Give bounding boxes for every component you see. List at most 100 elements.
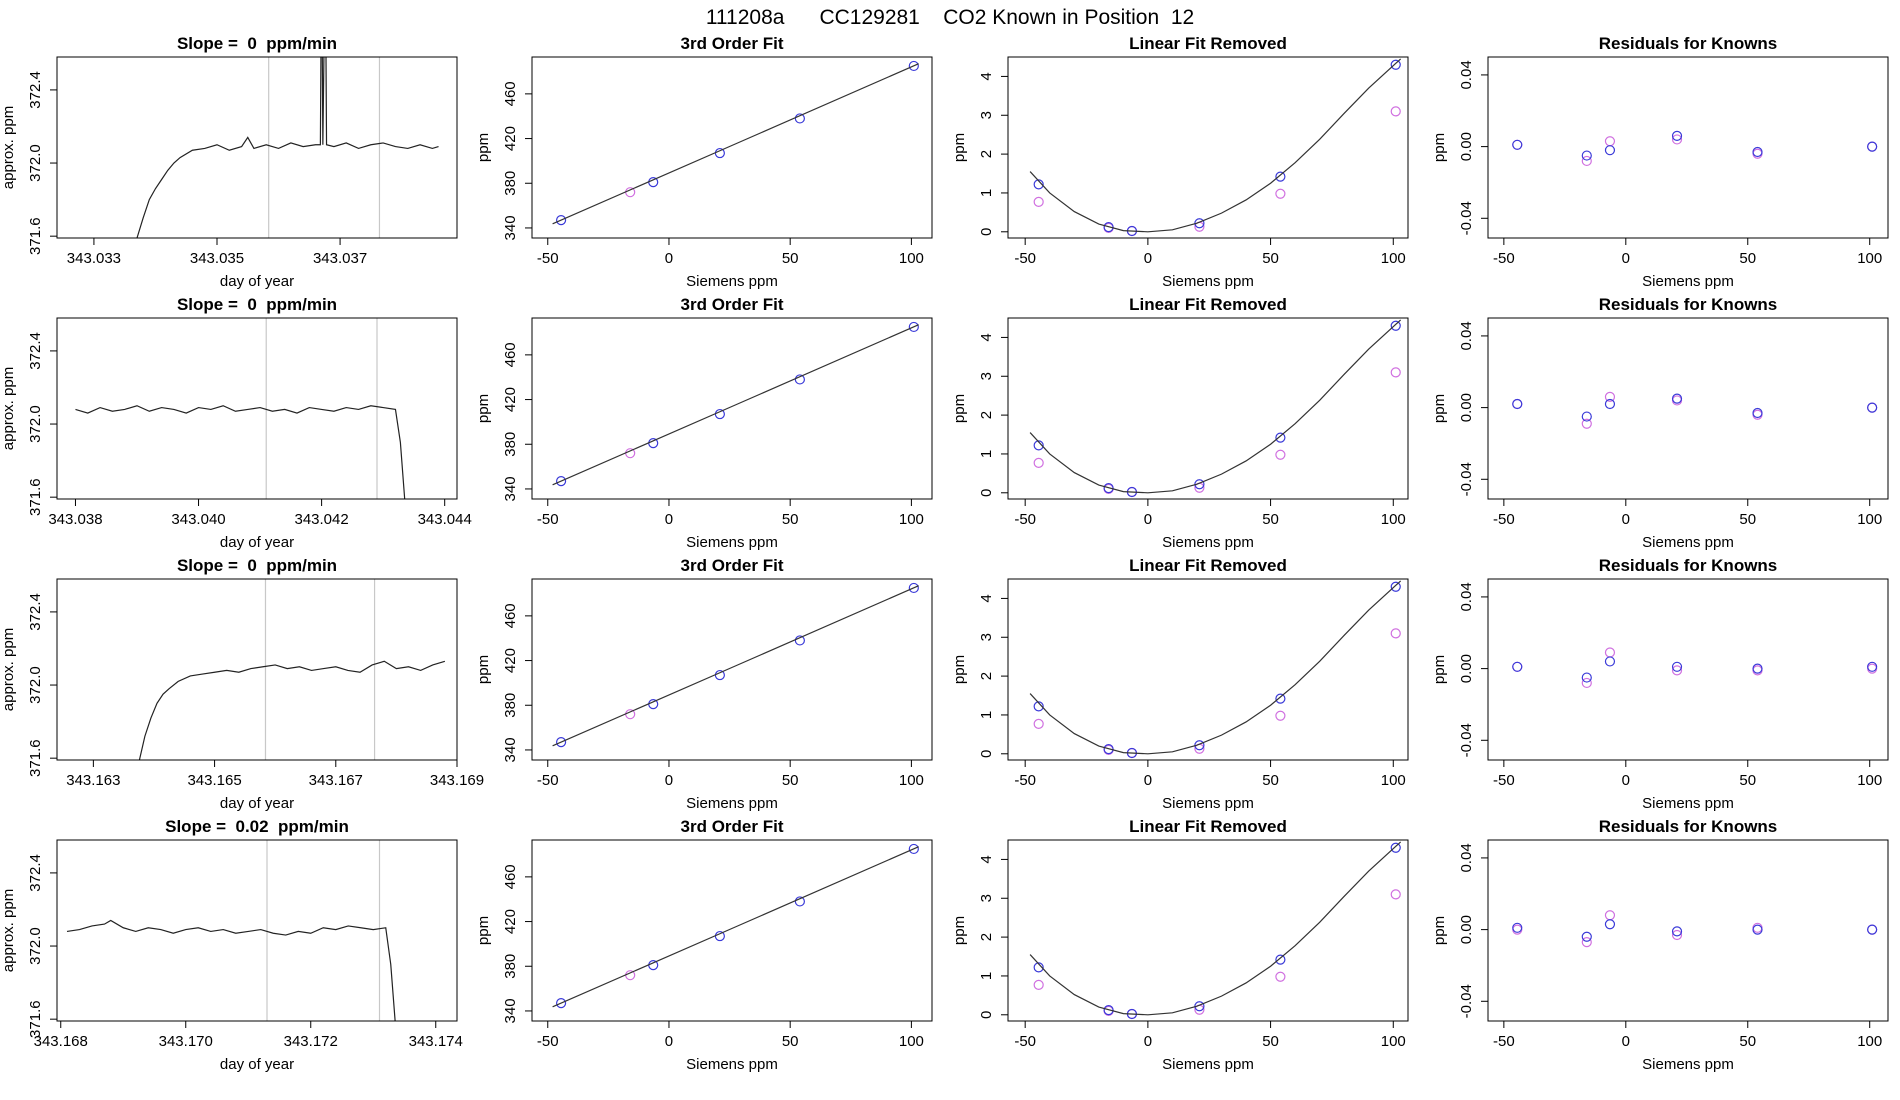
y-tick-label: 340 <box>502 476 519 501</box>
y-axis-label: ppm <box>951 133 968 162</box>
data-point <box>1275 710 1286 721</box>
data-point <box>1103 1005 1114 1016</box>
plot-frame <box>1007 578 1409 761</box>
x-tick-label: -50 <box>537 250 559 267</box>
y-tick-label: 372.0 <box>27 405 44 443</box>
x-tick-label: 100 <box>899 511 924 528</box>
y-tick-label: 460 <box>502 603 519 628</box>
plot-area <box>138 579 446 760</box>
plot-area <box>1029 841 1402 1020</box>
y-tick-label: 1 <box>978 450 995 458</box>
y-tick-label: 2 <box>978 411 995 419</box>
data-point <box>1867 402 1878 413</box>
x-axis-label: Siemens ppm <box>686 795 778 812</box>
y-tick-label: 0.04 <box>1458 582 1475 611</box>
plot-frame <box>1007 56 1409 239</box>
plot-frame <box>1007 317 1409 500</box>
y-tick-label: 0.00 <box>1458 915 1475 944</box>
data-point <box>1033 457 1044 468</box>
x-axis-label: Siemens ppm <box>686 1056 778 1073</box>
panel-title: Residuals for Knowns <box>1599 817 1778 836</box>
x-axis-label: Siemens ppm <box>1642 534 1734 551</box>
panel-title: Residuals for Knowns <box>1599 556 1778 575</box>
data-point <box>1390 320 1401 331</box>
y-tick-label: 4 <box>978 594 995 602</box>
data-point <box>1581 677 1592 689</box>
data-point <box>1275 432 1286 443</box>
y-tick-label: 2 <box>978 150 995 158</box>
data-point <box>555 737 567 748</box>
data-point <box>1033 701 1044 712</box>
x-tick-label: -50 <box>1014 772 1036 789</box>
plot-area <box>552 321 919 487</box>
panel: 3rd Order Fit Siemens ppm ppm -50 0 50 100 340 3… <box>475 295 933 551</box>
x-tick-label: 343.174 <box>409 1033 463 1050</box>
y-tick-label: 372.4 <box>27 332 44 370</box>
data-point <box>1033 979 1044 990</box>
data-point <box>1752 663 1763 674</box>
data-point <box>1604 656 1616 667</box>
x-tick-label: 343.040 <box>171 511 225 528</box>
y-tick-label: 372.4 <box>27 71 44 109</box>
plot-area <box>1029 580 1402 759</box>
y-tick-label: 3 <box>978 111 995 119</box>
y-axis-label: ppm <box>1431 916 1448 945</box>
panel-title: Slope = 0.02 ppm/min <box>165 817 349 836</box>
x-tick-label: 50 <box>782 250 799 267</box>
x-axis-label: Siemens ppm <box>1162 795 1254 812</box>
data-point <box>1390 889 1401 900</box>
data-point <box>1581 155 1592 167</box>
fit-line <box>1029 841 1402 1016</box>
data-point <box>1103 483 1114 494</box>
panel-title: Linear Fit Removed <box>1129 556 1287 575</box>
data-point <box>1671 393 1683 404</box>
data-point <box>1390 367 1401 378</box>
data-point <box>908 60 919 72</box>
x-tick-label: -50 <box>537 772 559 789</box>
plot-frame <box>56 578 458 761</box>
panel: Residuals for Knowns Siemens ppm ppm -50 0 50… <box>1431 295 1889 551</box>
y-tick-label: 0.04 <box>1458 843 1475 872</box>
x-axis-label: Siemens ppm <box>1642 795 1734 812</box>
x-tick-label: 0 <box>1144 250 1152 267</box>
plot-area <box>552 843 919 1009</box>
data-point <box>1671 661 1683 672</box>
y-tick-label: 371.6 <box>27 217 44 255</box>
data-point <box>794 896 805 907</box>
x-tick-label: 343.033 <box>67 250 121 267</box>
panel: Residuals for Knowns Siemens ppm ppm -50 0 50… <box>1431 34 1889 290</box>
panel: Slope = 0 ppm/min day of year approx. ppm 3… <box>0 34 458 290</box>
y-tick-label: 460 <box>502 81 519 106</box>
y-tick-label: 380 <box>502 171 519 196</box>
y-tick-label: 1 <box>978 711 995 719</box>
x-axis-label: Siemens ppm <box>686 273 778 290</box>
data-point <box>1390 628 1401 639</box>
x-tick-label: -50 <box>1493 772 1515 789</box>
panel: 3rd Order Fit Siemens ppm ppm -50 0 50 100 340 3… <box>475 34 933 290</box>
x-tick-label: 0 <box>1622 511 1630 528</box>
data-point <box>1033 179 1044 190</box>
data-point <box>1867 924 1878 935</box>
plot-area <box>1512 910 1878 948</box>
fit-line <box>552 585 919 747</box>
data-point <box>1752 407 1763 419</box>
plot-frame <box>531 317 933 500</box>
panel-title: Linear Fit Removed <box>1129 34 1287 53</box>
y-axis-label: ppm <box>475 394 492 423</box>
data-line <box>66 919 396 1021</box>
x-tick-label: 50 <box>782 772 799 789</box>
plot-area <box>1512 647 1878 689</box>
data-point <box>1671 665 1683 676</box>
x-tick-label: 100 <box>1381 1033 1406 1050</box>
y-tick-label: 340 <box>502 215 519 240</box>
y-tick-label: 340 <box>502 737 519 762</box>
y-tick-label: 371.6 <box>27 1000 44 1038</box>
y-tick-label: 380 <box>502 693 519 718</box>
data-point <box>555 998 567 1009</box>
x-tick-label: 343.170 <box>159 1033 213 1050</box>
fit-line <box>1029 319 1402 494</box>
x-tick-label: -50 <box>1014 1033 1036 1050</box>
plot-area <box>552 60 919 226</box>
plot-frame <box>1487 317 1889 500</box>
